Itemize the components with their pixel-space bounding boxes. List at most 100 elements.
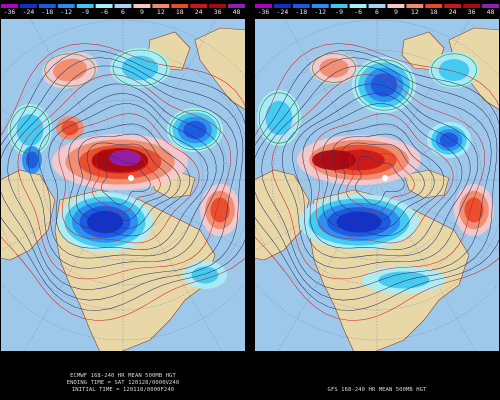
- gfs-colorbar-swatch: [463, 4, 481, 8]
- gfs-anomaly-shading: [336, 211, 382, 233]
- ecmwf-colorbar-label: 36: [214, 8, 222, 16]
- gfs-contour-line: [346, 149, 415, 213]
- gfs-colorbar-label: -12: [314, 8, 326, 16]
- ecmwf-anomaly-shading: [25, 151, 39, 169]
- ecmwf-colorbar-label: -24: [23, 8, 35, 16]
- gfs-contour-line: [254, 57, 498, 301]
- ecmwf-pole-marker: [128, 175, 134, 181]
- ecmwf-colorbar-label: -18: [41, 8, 53, 16]
- gfs-contour-line: [254, 50, 500, 311]
- gfs-anomaly-contour: [312, 53, 356, 83]
- ecmwf-colorbar-swatch: [38, 4, 56, 8]
- ecmwf-contour-line: [75, 133, 181, 229]
- gfs-colorbar-label: 24: [449, 8, 457, 16]
- ecmwf-colorbar-swatch: [228, 4, 245, 8]
- gfs-anomaly-contour: [431, 53, 477, 87]
- gfs-contour-line: [254, 43, 500, 321]
- gfs-pole-marker: [382, 175, 388, 181]
- ecmwf-map-area: [0, 18, 246, 352]
- gfs-anomaly-shading: [370, 73, 398, 97]
- gfs-colorbar-swatch: [255, 4, 272, 8]
- ecmwf-anomaly-contour: [9, 106, 51, 154]
- gfs-anomaly-contour: [354, 59, 414, 111]
- gfs-anomaly-shading: [312, 150, 356, 170]
- ecmwf-contour-line: [68, 123, 191, 237]
- ecmwf-colorbar-label: 6: [121, 8, 125, 16]
- gfs-colorbar-swatch: [330, 4, 348, 8]
- ecmwf-contour-line: [28, 83, 225, 269]
- gfs-map: -36-24-18-12-9-6691218243648SHADING = GF…: [254, 4, 500, 352]
- gfs-height-contours: [254, 43, 500, 321]
- ecmwf-colorbar-label: 18: [176, 8, 184, 16]
- gfs-contour-line: [271, 74, 486, 280]
- ecmwf-contour-line: [0, 43, 246, 321]
- ecmwf-colorbar-label: 24: [195, 8, 203, 16]
- gfs-contour-line: [322, 123, 445, 237]
- ecmwf-contour-line: [101, 156, 151, 205]
- ecmwf-panel: -36-24-18-12-9-6691218243648SHADING = EC…: [0, 0, 246, 400]
- ecmwf-colorbar: -36 -24 -18 -12 -9 -6 6 9 12 18 24 36 48: [1, 4, 245, 16]
- ecmwf-colorbar-label: 12: [157, 8, 165, 16]
- gfs-lon-line: [376, 179, 500, 252]
- ecmwf-contour-line: [48, 103, 209, 250]
- gfs-colorbar: -36 -24 -18 -12 -9 -6 6 9 12 18 24 36 48: [255, 4, 499, 16]
- gfs-colorbar-label: 36: [468, 8, 476, 16]
- ecmwf-colorbar-label: -12: [60, 8, 72, 16]
- ecmwf-anomaly-shading: [210, 197, 230, 223]
- ecmwf-footer-line-2: ENDING TIME = SAT 120128/0000V240: [66, 380, 180, 386]
- ecmwf-colorbar-swatch: [171, 4, 189, 8]
- gfs-colorbar-label: 48: [487, 8, 495, 16]
- gfs-contour-line: [261, 65, 492, 290]
- ecmwf-colorbar-label: -36: [4, 8, 16, 16]
- gfs-colorbar-label: -9: [335, 8, 343, 16]
- ecmwf-colorbar-swatch: [1, 4, 18, 8]
- gfs-anomaly-shading: [265, 100, 293, 136]
- ecmwf-footer-line-3: INITIAL TIME = 120118/0000F240: [71, 387, 175, 393]
- ecmwf-anomaly-shading: [53, 58, 87, 82]
- gfs-colorbar-swatch: [425, 4, 443, 8]
- ecmwf-colorbar-swatch: [152, 4, 170, 8]
- gfs-colorbar-swatch: [368, 4, 386, 8]
- ecmwf-lat-circle: [42, 99, 204, 261]
- ecmwf-contour-line: [58, 113, 200, 244]
- gfs-anomaly-contour: [258, 92, 300, 144]
- gfs-contour-line: [355, 156, 405, 205]
- ecmwf-map: -36-24-18-12-9-6691218243648SHADING = EC…: [0, 4, 246, 352]
- gfs-anomaly-shading: [439, 132, 459, 148]
- ecmwf-footer-line-1: ECMWF 168-240 HR MEAN 500MB HGT: [70, 373, 176, 379]
- ecmwf-contour-line: [38, 93, 217, 259]
- gfs-anomaly-shading: [464, 197, 484, 223]
- ecmwf-contour-line: [0, 57, 244, 301]
- gfs-contour-line: [312, 113, 454, 244]
- gfs-colorbar-swatch: [444, 4, 462, 8]
- ecmwf-colorbar-swatch: [133, 4, 151, 8]
- ecmwf-anomaly-shading: [183, 120, 207, 140]
- gfs-colorbar-label: -6: [354, 8, 362, 16]
- ecmwf-contour-line: [92, 149, 161, 213]
- ecmwf-colorbar-swatch: [76, 4, 94, 8]
- gfs-colorbar-swatch: [349, 4, 367, 8]
- gfs-anomaly-shading: [438, 59, 470, 81]
- gfs-anomaly-shading: [378, 271, 430, 289]
- ecmwf-landmass: [194, 27, 246, 111]
- gfs-contour-line: [282, 83, 479, 269]
- ecmwf-colorbar-label: -9: [81, 8, 89, 16]
- gfs-colorbar-label: 6: [375, 8, 379, 16]
- ecmwf-contour-line: [0, 50, 246, 311]
- ecmwf-contour-line: [17, 74, 232, 280]
- ecmwf-anomaly-shading: [121, 55, 159, 81]
- gfs-footer-line-1: GFS 168-240 HR MEAN 500MB HGT: [327, 387, 427, 393]
- gfs-map-area: [254, 18, 500, 352]
- gfs-contour-line: [329, 133, 435, 229]
- ecmwf-contour-line: [83, 142, 171, 221]
- ecmwf-footer: ECMWF 168-240 HR MEAN 500MB HGT ENDING T…: [0, 373, 246, 394]
- ecmwf-colorbar-swatch: [95, 4, 113, 8]
- gfs-anomaly-shading: [319, 58, 349, 78]
- gfs-colorbar-swatch: [311, 4, 329, 8]
- ecmwf-lon-line: [122, 179, 246, 252]
- gfs-colorbar-swatch: [387, 4, 405, 8]
- gfs-colorbar-label: 12: [411, 8, 419, 16]
- ecmwf-colorbar-swatch: [190, 4, 208, 8]
- ecmwf-colorbar-swatch: [57, 4, 75, 8]
